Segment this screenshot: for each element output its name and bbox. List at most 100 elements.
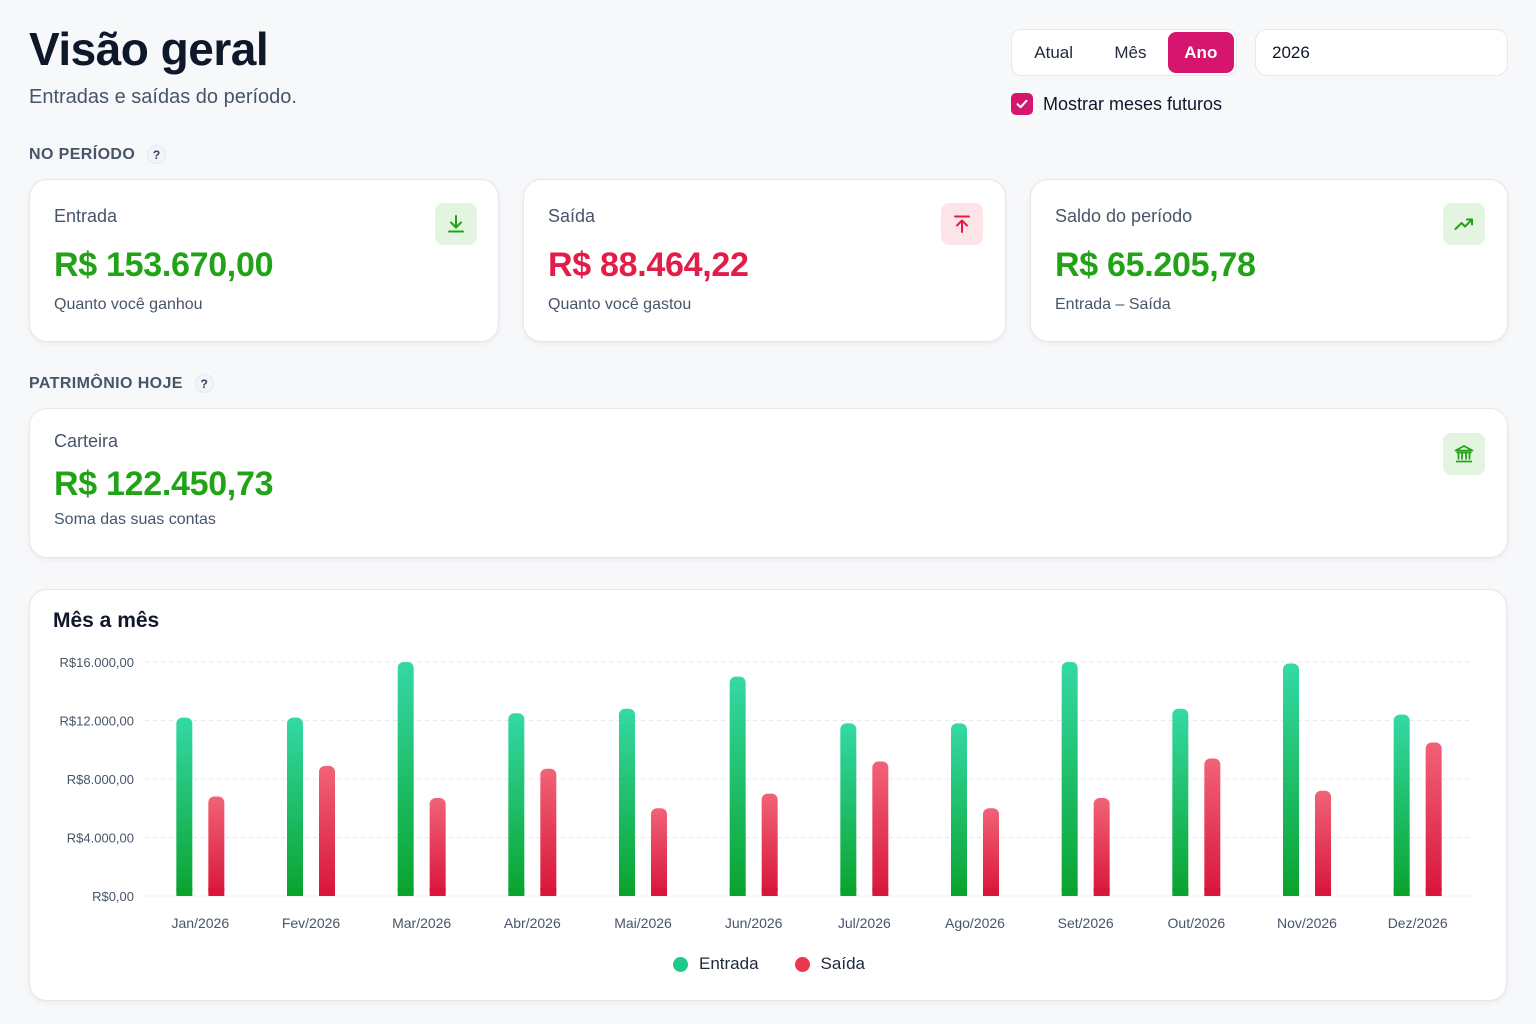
balance-icon-box [1443,203,1485,245]
bar-expense-base [208,888,225,896]
bar-expense-base [429,888,446,896]
bank-icon [1454,445,1474,463]
legend-label-expense: Saída [820,954,865,973]
monthly-bar-chart: R$0,00 R$4.000,00 R$8.000,00 R$12.000,00 R$1… [60,655,1473,931]
income-icon-box [435,203,477,245]
bar-income[interactable] [397,662,414,896]
bar-expense[interactable] [651,808,667,896]
section-period: NO PERÍODO ? [29,145,167,164]
expense-icon-box [941,203,983,245]
help-icon[interactable]: ? [147,145,167,164]
expense-desc: Quanto você gastou [548,296,692,313]
period-toggle: Atual Mês Ano [1011,29,1237,76]
x-tick-label: Set/2026 [1058,915,1114,931]
future-months-toggle[interactable]: Mostrar meses futuros [1011,93,1222,115]
bar-expense-base [761,888,778,896]
bar-expense[interactable] [1204,758,1221,896]
page-title: Visão geral [29,23,269,75]
bar-income[interactable] [176,717,193,896]
bar-income[interactable] [729,676,746,896]
x-tick-label: Fev/2026 [282,915,341,931]
bar-expense[interactable] [1093,798,1110,896]
bar-expense-base [1315,888,1331,896]
section-assets: PATRIMÔNIO HOJE ? [29,374,214,393]
y-tick-label: R$12.000,00 [60,714,134,729]
period-option-current[interactable]: Atual [1034,42,1074,62]
download-icon [448,215,464,233]
expense-card: Saída R$ 88.464,22 Quanto você gastou [523,179,1006,342]
bar-income[interactable] [1172,708,1189,896]
bar-income[interactable] [951,723,967,896]
legend-dot-income [673,956,688,972]
bar-expense-base [1425,888,1442,896]
bar-expense[interactable] [540,768,557,896]
legend-item-income[interactable]: Entrada [673,954,759,974]
bar-income[interactable] [840,723,857,896]
chart-title: Mês a mês [53,609,160,632]
bar-expense[interactable] [983,808,999,896]
x-tick-label: Mar/2026 [392,915,451,931]
bar-expense[interactable] [429,798,446,896]
bar-expense[interactable] [208,796,225,896]
y-tick-label: R$8.000,00 [67,772,134,787]
bar-income-base [397,888,414,896]
income-desc: Quanto você ganhou [54,296,203,313]
bar-income-base [951,888,967,896]
period-option-year[interactable]: Ano [1167,32,1234,73]
bar-income-base [729,888,746,896]
wallet-icon-box [1443,433,1485,475]
balance-value: R$ 65.205,78 [1055,246,1256,284]
x-tick-label: Abr/2026 [504,915,561,931]
bar-income-base [1061,888,1078,896]
x-tick-label: Out/2026 [1168,915,1226,931]
income-card: Entrada R$ 153.670,00 Quanto você ganhou [29,179,499,342]
bar-expense-base [983,888,999,896]
year-input[interactable] [1255,29,1508,76]
bar-expense-base [1093,888,1110,896]
bar-income[interactable] [619,708,635,896]
page-subtitle: Entradas e saídas do período. [29,86,297,108]
bar-expense-base [319,888,335,896]
income-title: Entrada [54,206,118,226]
upload-icon [954,215,970,233]
balance-desc: Entrada – Saída [1055,296,1171,313]
monthly-chart-card: Mês a mês R$0,00 R$4.000,00 R$8.000,00 R$12… [29,589,1507,1001]
bar-income-base [840,888,857,896]
bar-income-base [1283,888,1299,896]
wallet-card: Carteira R$ 122.450,73 Soma das suas con… [29,408,1508,558]
legend-dot-expense [794,956,810,972]
bar-income-base [508,888,525,896]
legend-item-expense[interactable]: Saída [794,954,865,974]
bar-income[interactable] [1393,714,1410,896]
wallet-desc: Soma das suas contas [54,511,216,528]
bar-expense[interactable] [1315,790,1331,896]
y-tick-label: R$4.000,00 [67,831,134,846]
checkbox[interactable] [1011,93,1033,115]
bar-expense[interactable] [1425,742,1442,896]
section-period-label: NO PERÍODO [29,145,136,163]
bar-income[interactable] [508,713,525,896]
bar-expense[interactable] [761,793,778,896]
balance-title: Saldo do período [1055,206,1193,226]
bar-income[interactable] [287,717,303,896]
bar-income-base [176,888,193,896]
bar-expense-base [540,888,557,896]
bar-expense[interactable] [872,761,889,896]
bar-expense-base [1204,888,1221,896]
bar-expense[interactable] [319,765,335,896]
period-option-month[interactable]: Mês [1114,42,1147,62]
bar-income-base [619,888,635,896]
bar-expense-base [872,888,889,896]
bar-income-base [287,888,303,896]
help-icon[interactable]: ? [194,374,214,393]
x-tick-label: Jun/2026 [725,915,783,931]
bar-income[interactable] [1283,663,1299,896]
x-tick-label: Ago/2026 [945,915,1005,931]
bar-income[interactable] [1061,662,1078,896]
chart-legend: Entrada Saída [30,954,1508,974]
balance-card: Saldo do período R$ 65.205,78 Entrada – … [1030,179,1508,342]
bar-expense-base [651,888,667,896]
y-tick-label: R$0,00 [92,889,134,904]
trending-up-icon [1454,218,1473,230]
y-tick-label: R$16.000,00 [60,655,134,670]
